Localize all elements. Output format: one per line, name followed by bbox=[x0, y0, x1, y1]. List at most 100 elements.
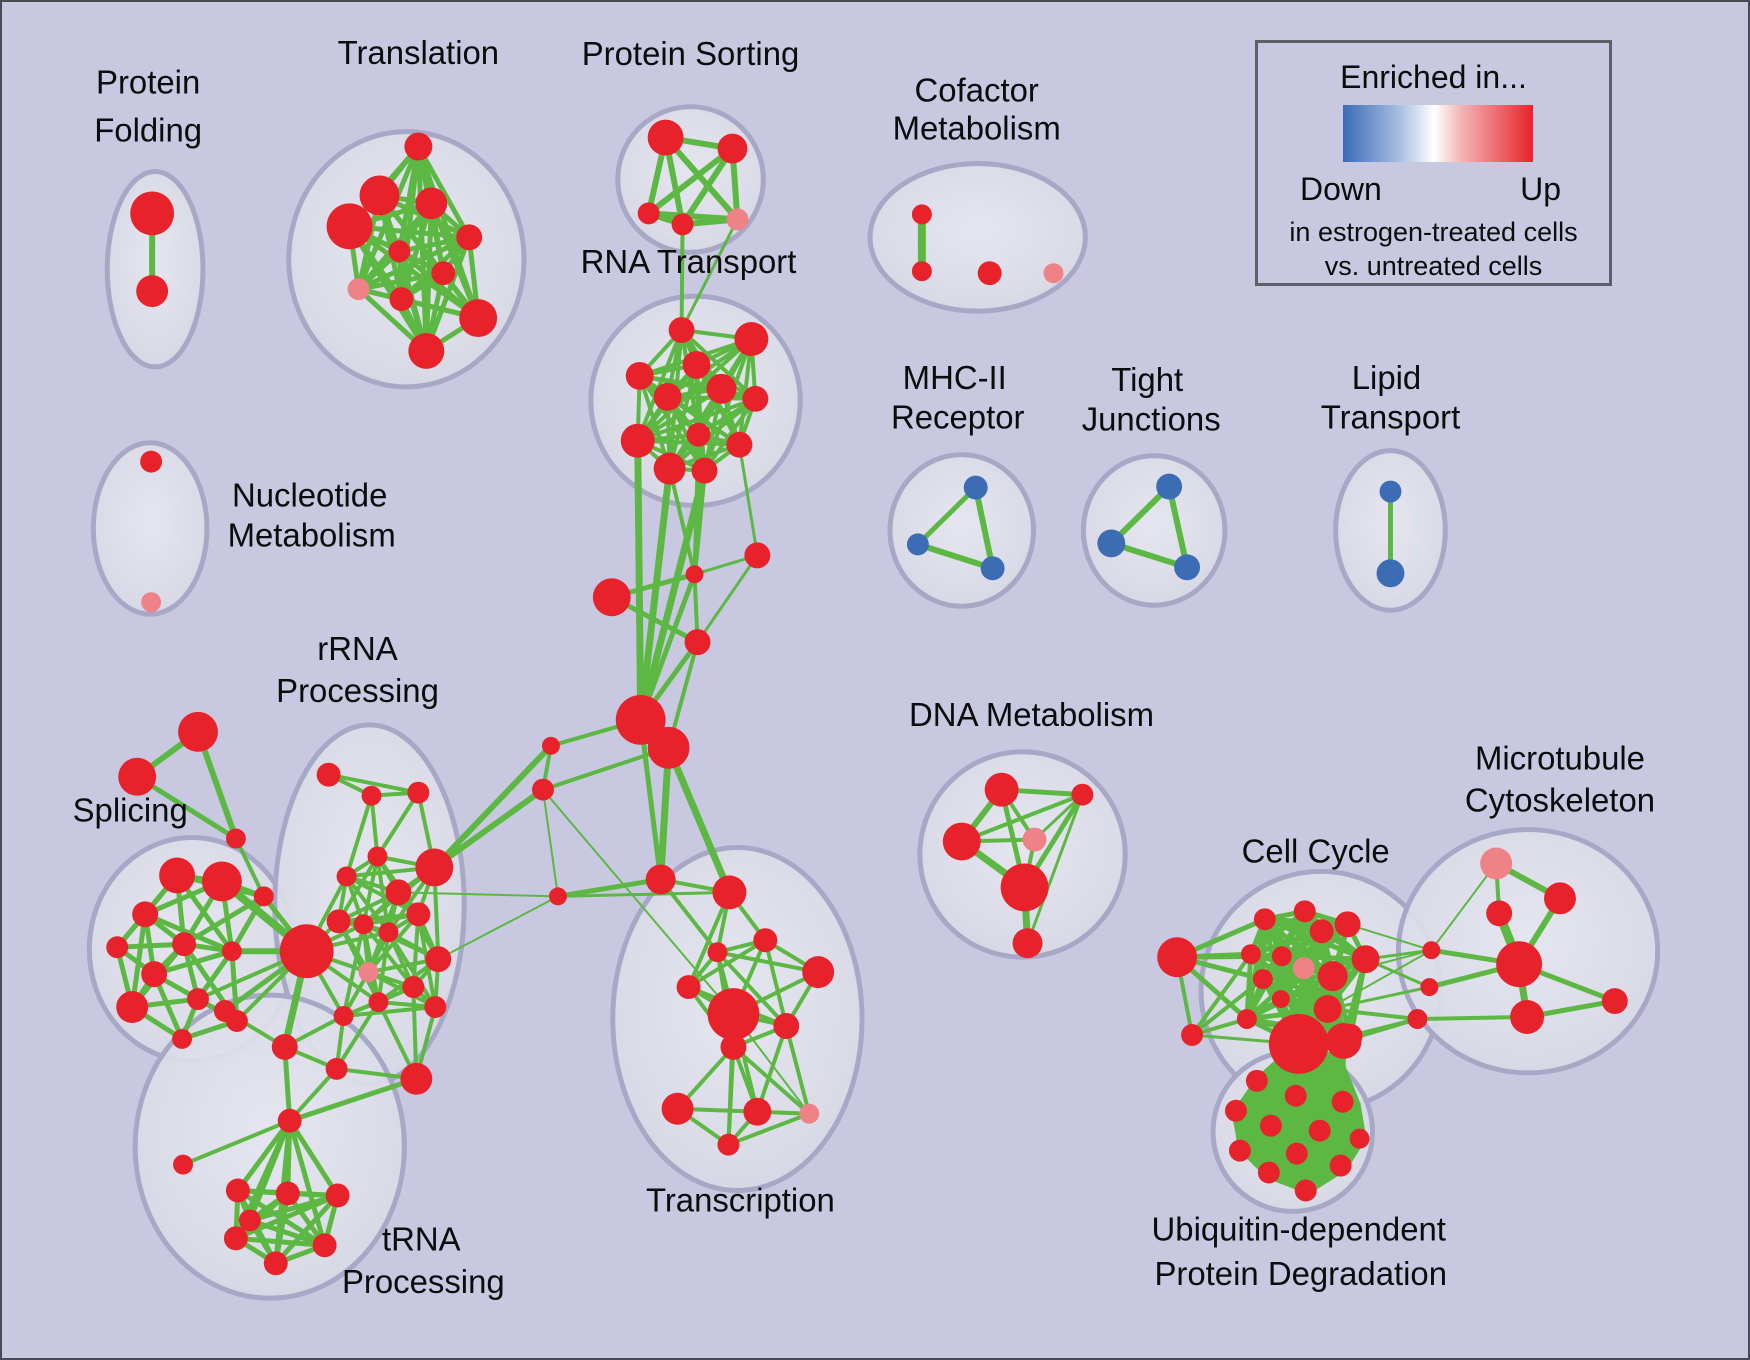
node bbox=[1156, 473, 1183, 500]
node bbox=[717, 133, 748, 164]
edge bbox=[369, 795, 380, 857]
cluster-ellipse-cofactor-metabolism bbox=[867, 161, 1088, 314]
cluster-label: DNA Metabolism bbox=[909, 696, 1154, 733]
edge bbox=[144, 912, 233, 954]
node bbox=[368, 992, 389, 1013]
edge bbox=[375, 791, 421, 858]
node bbox=[712, 875, 747, 910]
edge bbox=[1281, 953, 1366, 962]
node bbox=[1071, 783, 1094, 806]
legend-subtitle: in estrogen-treated cells vs. untreated … bbox=[1258, 215, 1609, 283]
cluster-label: Processing bbox=[276, 672, 439, 709]
node bbox=[1349, 1128, 1370, 1149]
node bbox=[336, 866, 357, 887]
legend-subtitle-line2: vs. untreated cells bbox=[1324, 251, 1543, 281]
edge bbox=[376, 931, 391, 1003]
node bbox=[225, 1178, 250, 1203]
node bbox=[136, 275, 169, 308]
edge bbox=[386, 931, 437, 1009]
node bbox=[425, 946, 452, 973]
node bbox=[548, 887, 567, 906]
node bbox=[378, 922, 399, 943]
edge bbox=[273, 1193, 340, 1265]
edge bbox=[784, 1025, 812, 1115]
node bbox=[1293, 900, 1316, 923]
edge bbox=[679, 224, 685, 331]
node bbox=[325, 1183, 350, 1208]
edge bbox=[916, 541, 994, 572]
node bbox=[404, 132, 433, 161]
node bbox=[1252, 969, 1273, 990]
edge bbox=[416, 145, 472, 239]
node bbox=[456, 224, 483, 251]
node bbox=[277, 1108, 302, 1133]
node bbox=[720, 1033, 747, 1060]
node bbox=[385, 879, 412, 906]
edge bbox=[680, 146, 735, 226]
node bbox=[647, 726, 690, 769]
edge bbox=[1327, 949, 1432, 1010]
edge bbox=[153, 948, 233, 977]
node bbox=[744, 542, 771, 569]
node bbox=[911, 204, 932, 225]
edge bbox=[398, 891, 558, 898]
edge bbox=[634, 440, 645, 720]
edge bbox=[287, 1119, 340, 1197]
legend-subtitle-line1: in estrogen-treated cells bbox=[1289, 217, 1578, 247]
edge bbox=[367, 970, 437, 1009]
node bbox=[684, 629, 711, 656]
node bbox=[118, 757, 157, 796]
cluster-label: Nucleotide bbox=[232, 477, 387, 514]
edge bbox=[1190, 977, 1265, 1037]
node bbox=[159, 857, 196, 894]
edge bbox=[182, 1118, 291, 1167]
node bbox=[1000, 863, 1049, 912]
node bbox=[326, 203, 373, 250]
node bbox=[1351, 945, 1380, 974]
edge bbox=[716, 950, 788, 1028]
edge bbox=[1244, 954, 1254, 1020]
node bbox=[799, 1103, 820, 1124]
legend-down-label: Down bbox=[1300, 171, 1382, 207]
node bbox=[132, 901, 159, 928]
node bbox=[1292, 957, 1315, 980]
edge bbox=[638, 573, 697, 721]
cluster-label: Ubiquitin-dependent bbox=[1152, 1210, 1446, 1247]
node bbox=[1228, 1139, 1251, 1162]
cluster-ellipse-mhc-ii-receptor bbox=[887, 452, 1037, 609]
cluster-label: tRNA bbox=[382, 1220, 461, 1257]
node bbox=[620, 423, 655, 458]
node bbox=[645, 864, 676, 895]
node bbox=[942, 822, 981, 861]
legend-up-label: Up bbox=[1520, 171, 1561, 207]
node bbox=[271, 1033, 298, 1060]
node bbox=[172, 932, 197, 957]
cluster-label: Microtubule bbox=[1475, 740, 1645, 777]
node bbox=[106, 936, 129, 959]
node bbox=[668, 317, 695, 343]
node bbox=[130, 191, 175, 236]
node bbox=[726, 208, 749, 231]
node bbox=[753, 928, 778, 953]
node bbox=[742, 385, 769, 412]
edge bbox=[542, 745, 670, 792]
edge bbox=[287, 1120, 328, 1247]
node bbox=[400, 1062, 433, 1095]
node bbox=[802, 956, 835, 989]
edge bbox=[635, 329, 684, 442]
edge bbox=[637, 438, 740, 447]
node bbox=[1313, 995, 1342, 1023]
node bbox=[906, 533, 929, 556]
node bbox=[1174, 554, 1201, 581]
node bbox=[1043, 263, 1064, 284]
node bbox=[1271, 990, 1290, 1009]
node bbox=[661, 1092, 694, 1125]
node bbox=[1022, 827, 1047, 852]
legend-gradient-bar bbox=[1343, 105, 1533, 162]
node bbox=[911, 261, 932, 282]
edge bbox=[916, 485, 978, 547]
edge bbox=[288, 1076, 418, 1124]
node bbox=[316, 762, 341, 787]
edge bbox=[542, 789, 735, 1015]
edge bbox=[135, 774, 238, 841]
